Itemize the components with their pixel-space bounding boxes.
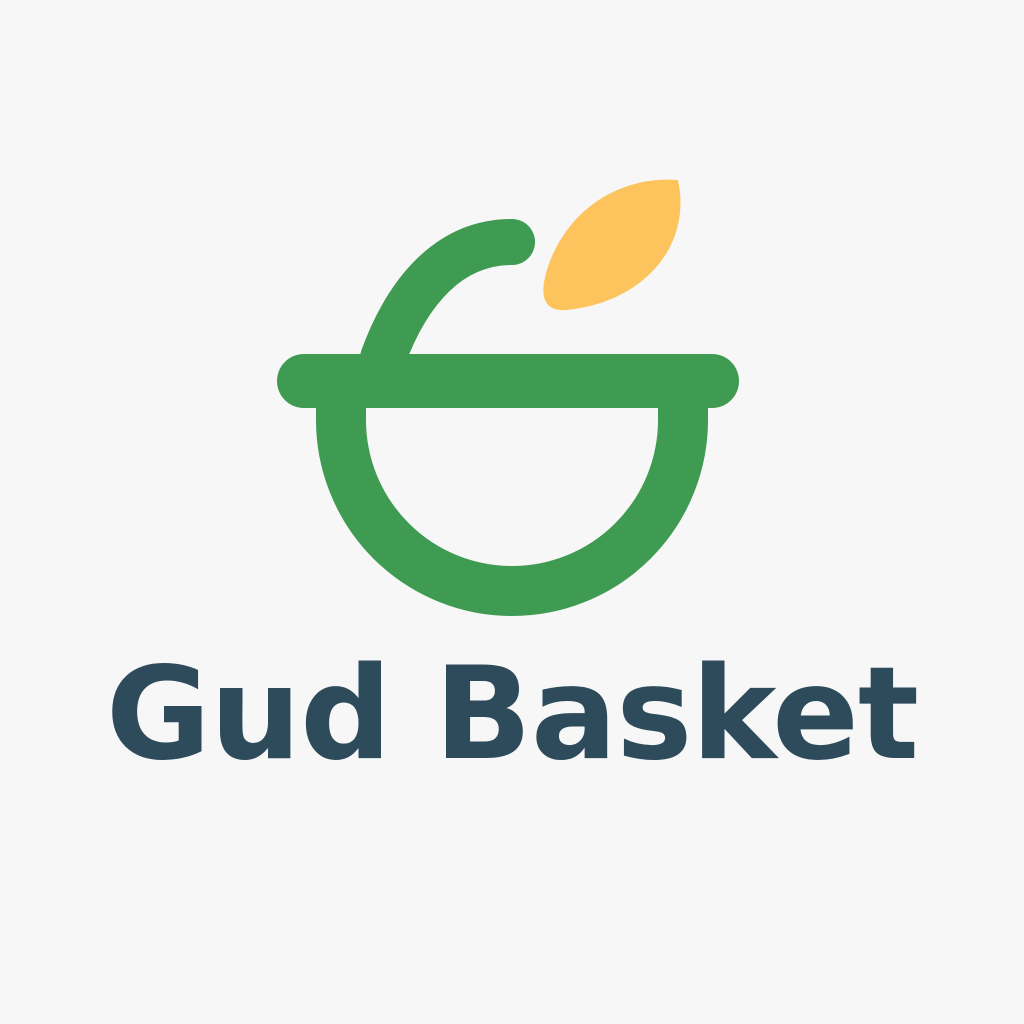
brand-wordmark: Gud Basket [105,640,919,789]
basket-rim-icon [277,354,739,408]
leaf-icon [543,179,681,311]
basket-bowl-icon [316,400,708,616]
basket-handle-icon [360,219,535,381]
